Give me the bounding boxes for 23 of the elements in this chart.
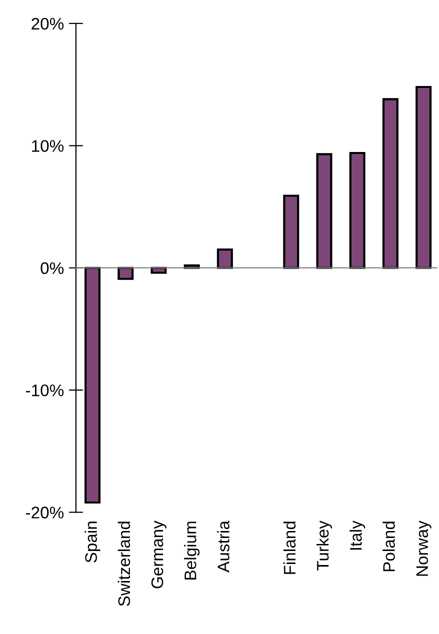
bar bbox=[382, 98, 398, 269]
y-tick-label: 10% bbox=[32, 140, 64, 152]
y-tick-label: -10% bbox=[26, 384, 64, 396]
x-tick-label: Belgium bbox=[184, 522, 200, 580]
y-tick-label: 0% bbox=[40, 262, 64, 274]
x-tick-label: Austria bbox=[217, 520, 230, 572]
y-tick-label: -20% bbox=[26, 506, 64, 518]
bar bbox=[283, 194, 300, 269]
x-tick-label: Norway bbox=[416, 520, 432, 576]
bar bbox=[316, 153, 332, 269]
x-tick-label: Turkey bbox=[316, 520, 332, 571]
bar bbox=[150, 266, 167, 274]
bar bbox=[118, 266, 134, 280]
x-tick-label: Italy bbox=[350, 520, 366, 550]
x-tick-label: Germany bbox=[151, 520, 166, 588]
bar bbox=[416, 86, 432, 269]
x-tick-label: Switzerland bbox=[118, 522, 130, 606]
x-tick-label: Finland bbox=[283, 522, 296, 574]
bar bbox=[216, 248, 233, 269]
y-tick-label: 20% bbox=[32, 18, 64, 30]
x-tick-label: Spain bbox=[84, 522, 100, 562]
bar bbox=[349, 152, 366, 269]
x-tick-label: Poland bbox=[382, 522, 395, 572]
